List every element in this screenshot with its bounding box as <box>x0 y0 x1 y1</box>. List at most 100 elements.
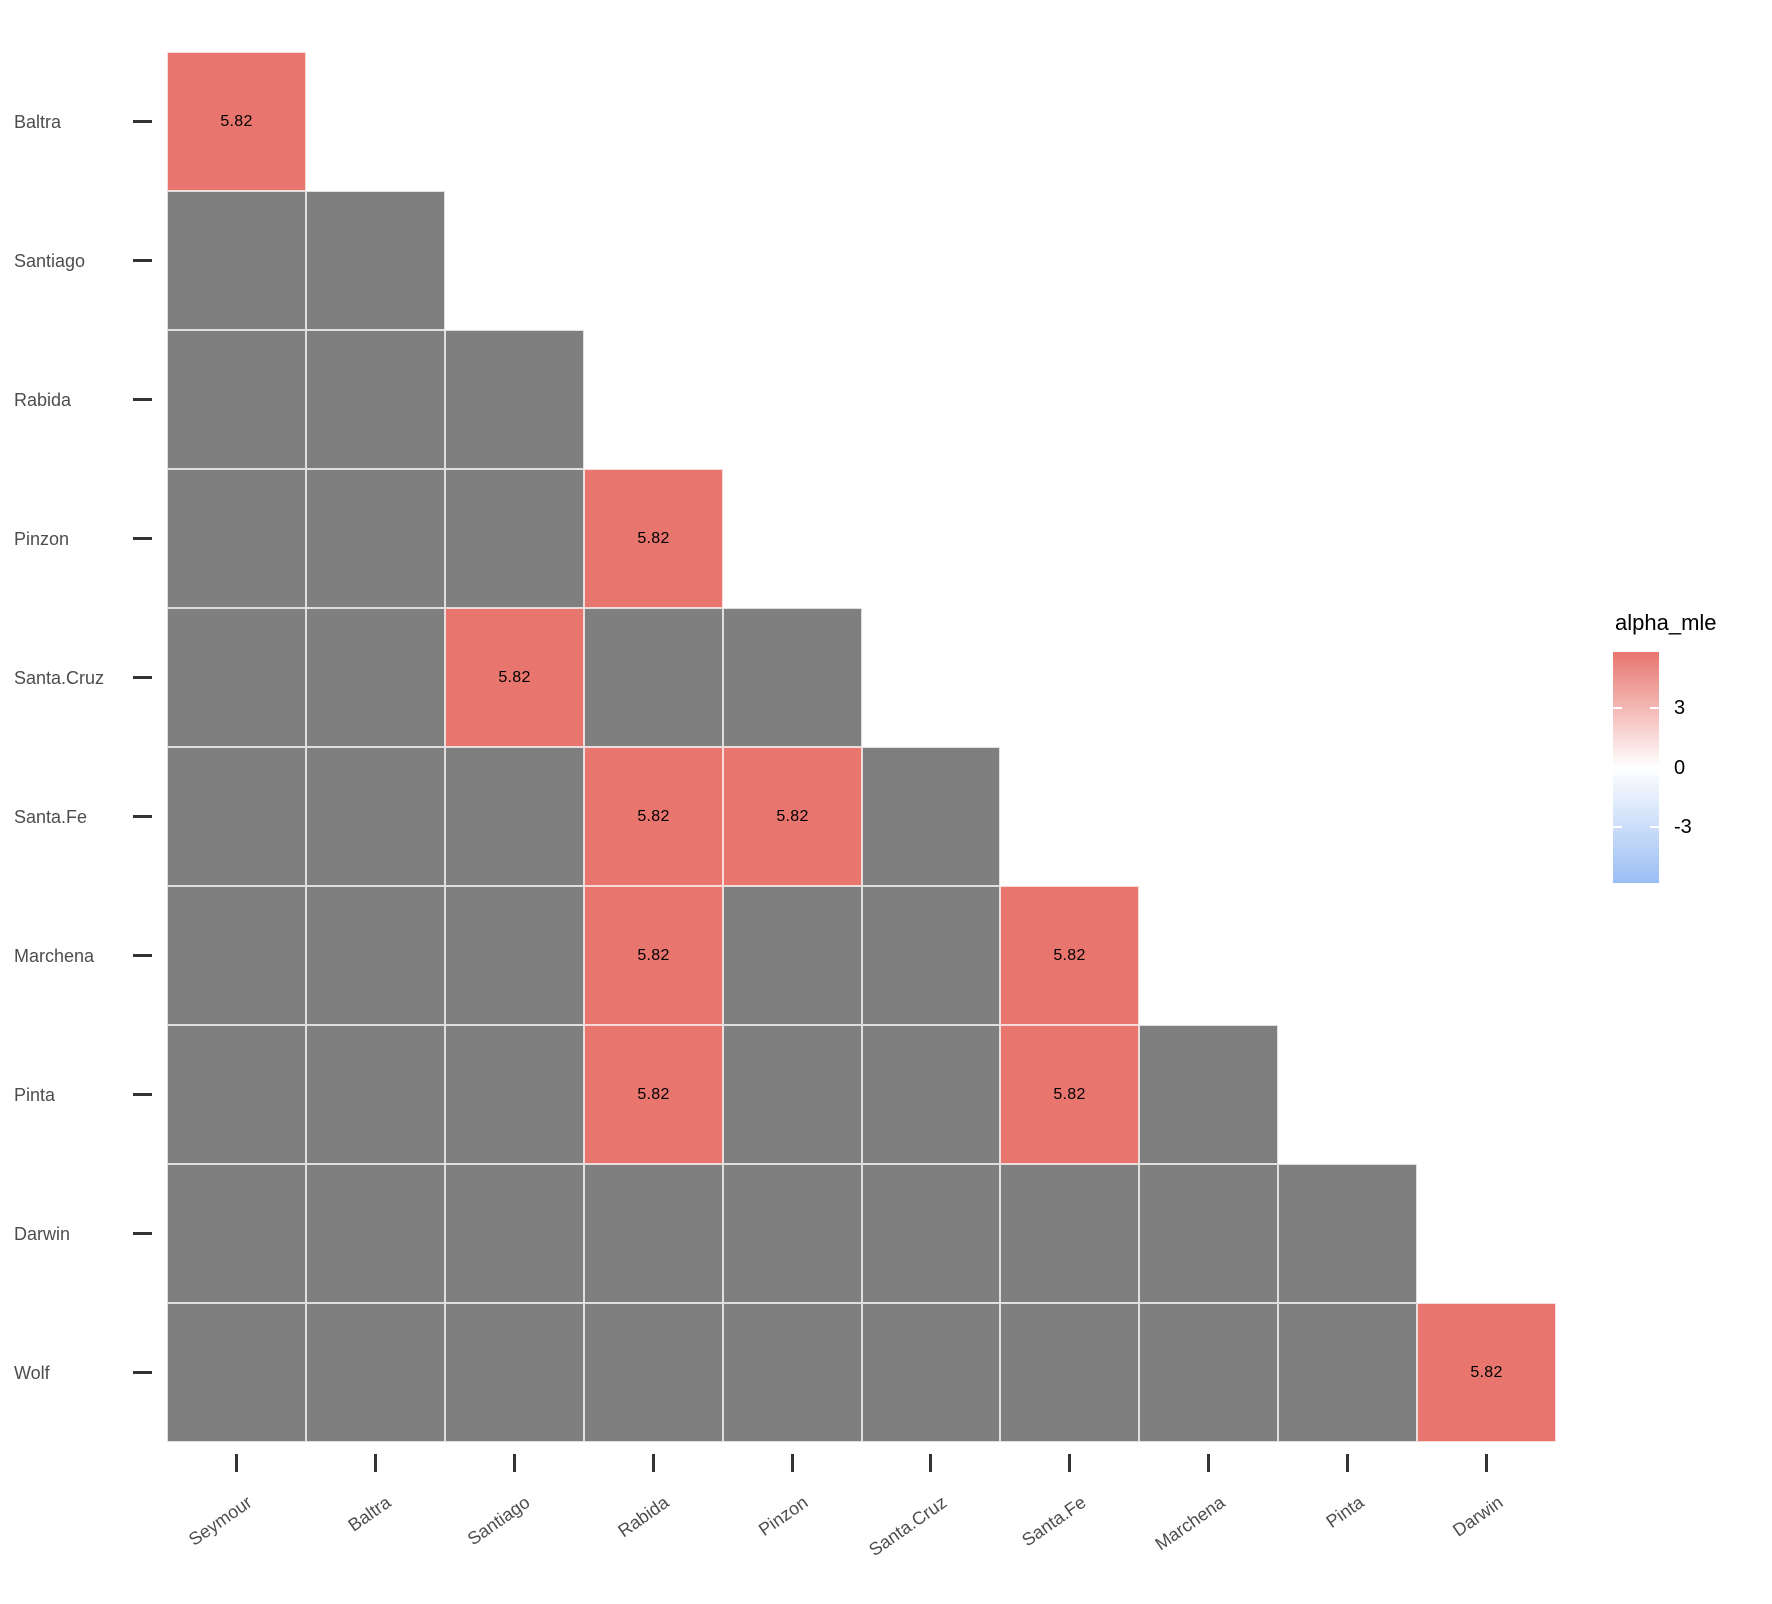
heatmap-cell <box>306 330 445 469</box>
y-axis-label: Darwin <box>14 1224 71 1244</box>
heatmap-cell <box>584 1303 723 1442</box>
y-axis-label: Marchena <box>14 946 95 966</box>
x-axis-tick <box>652 1454 655 1472</box>
heatmap-cell <box>862 1303 1000 1442</box>
y-axis-tick <box>133 120 152 123</box>
y-axis-tick <box>133 259 152 262</box>
legend-tick <box>1650 826 1659 828</box>
heatmap-cell <box>1278 1303 1417 1442</box>
heatmap-cell <box>306 1025 445 1164</box>
heatmap-cell: 5.82 <box>584 469 723 608</box>
y-axis-label: Santa.Fe <box>14 807 88 827</box>
heatmap-cell <box>445 747 584 886</box>
heatmap-cell <box>862 747 1000 886</box>
heatmap-cell <box>723 1303 862 1442</box>
cell-value-label: 5.82 <box>1470 1363 1503 1381</box>
y-axis-label: Santiago <box>14 251 86 271</box>
y-axis-label: Rabida <box>14 390 72 410</box>
x-axis-tick <box>1207 1454 1210 1472</box>
cell-value-label: 5.82 <box>1053 946 1086 964</box>
heatmap-cell: 5.82 <box>167 52 306 191</box>
heatmap-cell <box>167 1303 306 1442</box>
legend-tick-label: -3 <box>1674 816 1692 838</box>
x-axis-tick <box>929 1454 932 1472</box>
cell-value-label: 5.82 <box>637 946 670 964</box>
y-axis-tick <box>133 537 152 540</box>
heatmap-cell <box>167 608 306 747</box>
x-axis-tick <box>791 1454 794 1472</box>
y-axis-tick <box>133 1371 152 1374</box>
legend-tick-label: 3 <box>1674 697 1686 719</box>
heatmap-cell <box>445 1025 584 1164</box>
x-axis-tick <box>1068 1454 1071 1472</box>
heatmap-cell <box>167 747 306 886</box>
heatmap-cell <box>1000 1164 1139 1303</box>
heatmap-cell <box>445 469 584 608</box>
heatmap-cell <box>1278 1164 1417 1303</box>
heatmap-cell <box>167 1164 306 1303</box>
x-axis-tick <box>374 1454 377 1472</box>
x-axis-tick <box>1346 1454 1349 1472</box>
x-axis-label: Seymour <box>184 1492 256 1550</box>
legend-tick <box>1650 707 1659 709</box>
heatmap-cell: 5.82 <box>584 1025 723 1164</box>
heatmap-cell <box>306 886 445 1025</box>
y-axis-label: Wolf <box>14 1363 50 1383</box>
heatmap-cell <box>445 1164 584 1303</box>
cell-value-label: 5.82 <box>637 1085 670 1103</box>
heatmap-cell <box>723 1025 862 1164</box>
heatmap-cell <box>306 469 445 608</box>
cell-value-label: 5.82 <box>1053 1085 1086 1103</box>
heatmap-cell: 5.82 <box>1000 886 1139 1025</box>
heatmap-cell: 5.82 <box>1000 1025 1139 1164</box>
heatmap-cell <box>723 886 862 1025</box>
heatmap-cell <box>306 1303 445 1442</box>
heatmap-cell <box>723 1164 862 1303</box>
heatmap-cell <box>167 886 306 1025</box>
heatmap-cell <box>862 886 1000 1025</box>
heatmap-cell <box>1139 1303 1278 1442</box>
heatmap-cell: 5.82 <box>445 608 584 747</box>
y-axis-tick <box>133 954 152 957</box>
legend: alpha_mle 3 0 -3 <box>1613 610 1772 900</box>
heatmap-cell <box>167 469 306 608</box>
legend-tick <box>1613 707 1622 709</box>
x-axis-tick <box>235 1454 238 1472</box>
legend-tick <box>1650 767 1659 769</box>
heatmap-cell <box>306 191 445 330</box>
heatmap-cell <box>445 886 584 1025</box>
y-axis-label: Santa.Cruz <box>14 668 105 688</box>
legend-title: alpha_mle <box>1615 610 1717 635</box>
cell-value-label: 5.82 <box>776 807 809 825</box>
heatmap-cell <box>306 1164 445 1303</box>
heatmap-cell <box>584 1164 723 1303</box>
heatmap-cell <box>584 608 723 747</box>
x-axis-tick <box>513 1454 516 1472</box>
heatmap-cell <box>862 1025 1000 1164</box>
heatmap-cell <box>862 1164 1000 1303</box>
heatmap-cell <box>723 608 862 747</box>
y-axis-label: Pinta <box>14 1085 56 1105</box>
y-axis-tick <box>133 1232 152 1235</box>
y-axis-tick <box>133 676 152 679</box>
cell-value-label: 5.82 <box>637 529 670 547</box>
heatmap-cell <box>167 1025 306 1164</box>
y-axis-label: Pinzon <box>14 529 70 549</box>
y-axis-tick <box>133 815 152 818</box>
heatmap-cell: 5.82 <box>584 747 723 886</box>
legend-tick <box>1613 767 1622 769</box>
legend-tick-label: 0 <box>1674 757 1686 779</box>
heatmap-cell: 5.82 <box>723 747 862 886</box>
cell-value-label: 5.82 <box>498 668 531 686</box>
y-axis-label: Baltra <box>14 112 62 132</box>
heatmap-cell <box>445 330 584 469</box>
heatmap-cell <box>167 330 306 469</box>
heatmap-cell <box>306 608 445 747</box>
cell-value-label: 5.82 <box>637 807 670 825</box>
heatmap-cell <box>167 191 306 330</box>
cell-value-label: 5.82 <box>220 112 253 130</box>
y-axis-tick <box>133 398 152 401</box>
heatmap-cell <box>1139 1164 1278 1303</box>
heatmap-cell <box>1000 1303 1139 1442</box>
